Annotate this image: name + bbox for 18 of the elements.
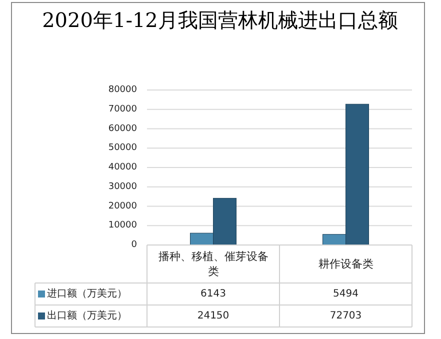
data-label: 72703 — [330, 310, 362, 322]
y-tick-label: 50000 — [108, 143, 138, 154]
y-tick-label: 60000 — [108, 124, 138, 134]
legend-label: 出口额（万美元） — [47, 310, 127, 322]
y-tick-label: 80000 — [108, 85, 138, 95]
y-tick-label: 20000 — [108, 201, 138, 212]
legend-label: 进口额（万美元） — [47, 288, 127, 300]
data-label: 5494 — [333, 288, 358, 300]
y-tick-label: 10000 — [108, 220, 138, 231]
data-label: 24150 — [197, 310, 230, 322]
x-tick-label: 耕作设备类 — [318, 258, 374, 270]
y-tick-label: 70000 — [108, 104, 138, 114]
chart-title: 2020年1-12月我国营林机械进出口总额 — [41, 8, 399, 33]
data-label: 6143 — [200, 288, 226, 300]
y-tick-label: 30000 — [108, 182, 138, 192]
y-tick-label: 0 — [131, 240, 138, 250]
y-tick-label: 40000 — [108, 162, 138, 172]
x-tick-label: 播种、移植、催芽设备类 — [158, 250, 268, 278]
